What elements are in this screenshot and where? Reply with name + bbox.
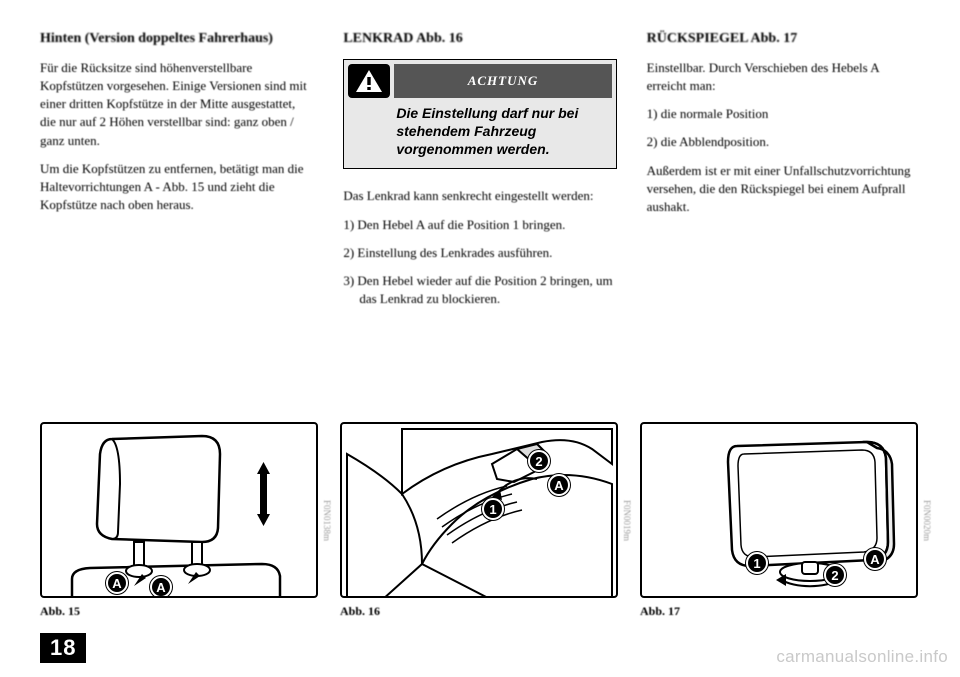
col3-list: 1) die normale Position 2) die Abblendpo… [647, 105, 920, 151]
col3-p1: Einstellbar. Durch Verschieben des Hebel… [647, 59, 920, 95]
col2-p1: Das Lenkrad kann senkrecht eingestellt w… [343, 187, 616, 205]
col3-p2: Außerdem ist er mit einer Unfallschutzvo… [647, 162, 920, 217]
marker-2b: 2 [824, 564, 846, 586]
marker-a-4: A [864, 548, 886, 570]
col2-li1: 1) Den Hebel A auf die Position 1 bringe… [343, 216, 616, 234]
manual-page: Hinten (Version doppeltes Fahrerhaus) Fü… [0, 0, 960, 677]
col3-li1: 1) die normale Position [647, 105, 920, 123]
col2-li2: 2) Einstellung des Lenkrades ausführen. [343, 244, 616, 262]
watermark: carmanualsonline.info [776, 647, 948, 667]
figure-15-image: A A [40, 422, 318, 598]
figure-15-code: F0N0138m [320, 422, 332, 619]
figure-17: 1 2 A F0N0020m Abb. 17 [640, 422, 918, 619]
marker-a-3: A [548, 474, 570, 496]
marker-a-1: A [106, 572, 128, 594]
column-2: LENKRAD Abb. 16 ACHTUNG Die Einstellung … [343, 30, 616, 400]
marker-1b: 1 [746, 552, 768, 574]
marker-a-2: A [150, 576, 172, 598]
col2-heading: LENKRAD Abb. 16 [343, 30, 616, 49]
col1-heading: Hinten (Version doppeltes Fahrerhaus) [40, 30, 313, 49]
col3-li2: 2) die Abblendposition. [647, 133, 920, 151]
column-1: Hinten (Version doppeltes Fahrerhaus) Fü… [40, 30, 313, 400]
text-columns: Hinten (Version doppeltes Fahrerhaus) Fü… [40, 30, 920, 400]
marker-2: 2 [528, 450, 550, 472]
column-3: RÜCKSPIEGEL Abb. 17 Einstellbar. Durch V… [647, 30, 920, 400]
figure-15: A A F0N0138m Abb. 15 [40, 422, 318, 619]
col1-p1: Für die Rücksitze sind höhenverstellbare… [40, 59, 313, 150]
page-number: 18 [40, 633, 86, 663]
col2-list: 1) Den Hebel A auf die Position 1 bringe… [343, 216, 616, 309]
figure-16-caption: Abb. 16 [340, 604, 618, 619]
figure-16: 2 A 1 F0N0019m Abb. 16 [340, 422, 618, 619]
figure-17-caption: Abb. 17 [640, 604, 918, 619]
figures-row: A A F0N0138m Abb. 15 [40, 422, 918, 619]
warning-title: ACHTUNG [394, 64, 611, 98]
warning-body: Die Einstellung darf nur bei stehendem F… [344, 102, 615, 169]
warning-box: ACHTUNG Die Einstellung darf nur bei ste… [343, 59, 616, 170]
col3-heading: RÜCKSPIEGEL Abb. 17 [647, 30, 920, 49]
warning-triangle-icon [348, 64, 390, 98]
warning-header: ACHTUNG [344, 60, 615, 102]
figure-17-image: 1 2 A [640, 422, 918, 598]
col1-p2: Um die Kopfstützen zu entfernen, betätig… [40, 160, 313, 215]
figure-16-image: 2 A 1 [340, 422, 618, 598]
figure-15-caption: Abb. 15 [40, 604, 318, 619]
figure-17-code: F0N0020m [920, 422, 932, 619]
figure-16-code: F0N0019m [620, 422, 632, 619]
col2-li3: 3) Den Hebel wieder auf die Position 2 b… [343, 272, 616, 308]
marker-1: 1 [482, 498, 504, 520]
